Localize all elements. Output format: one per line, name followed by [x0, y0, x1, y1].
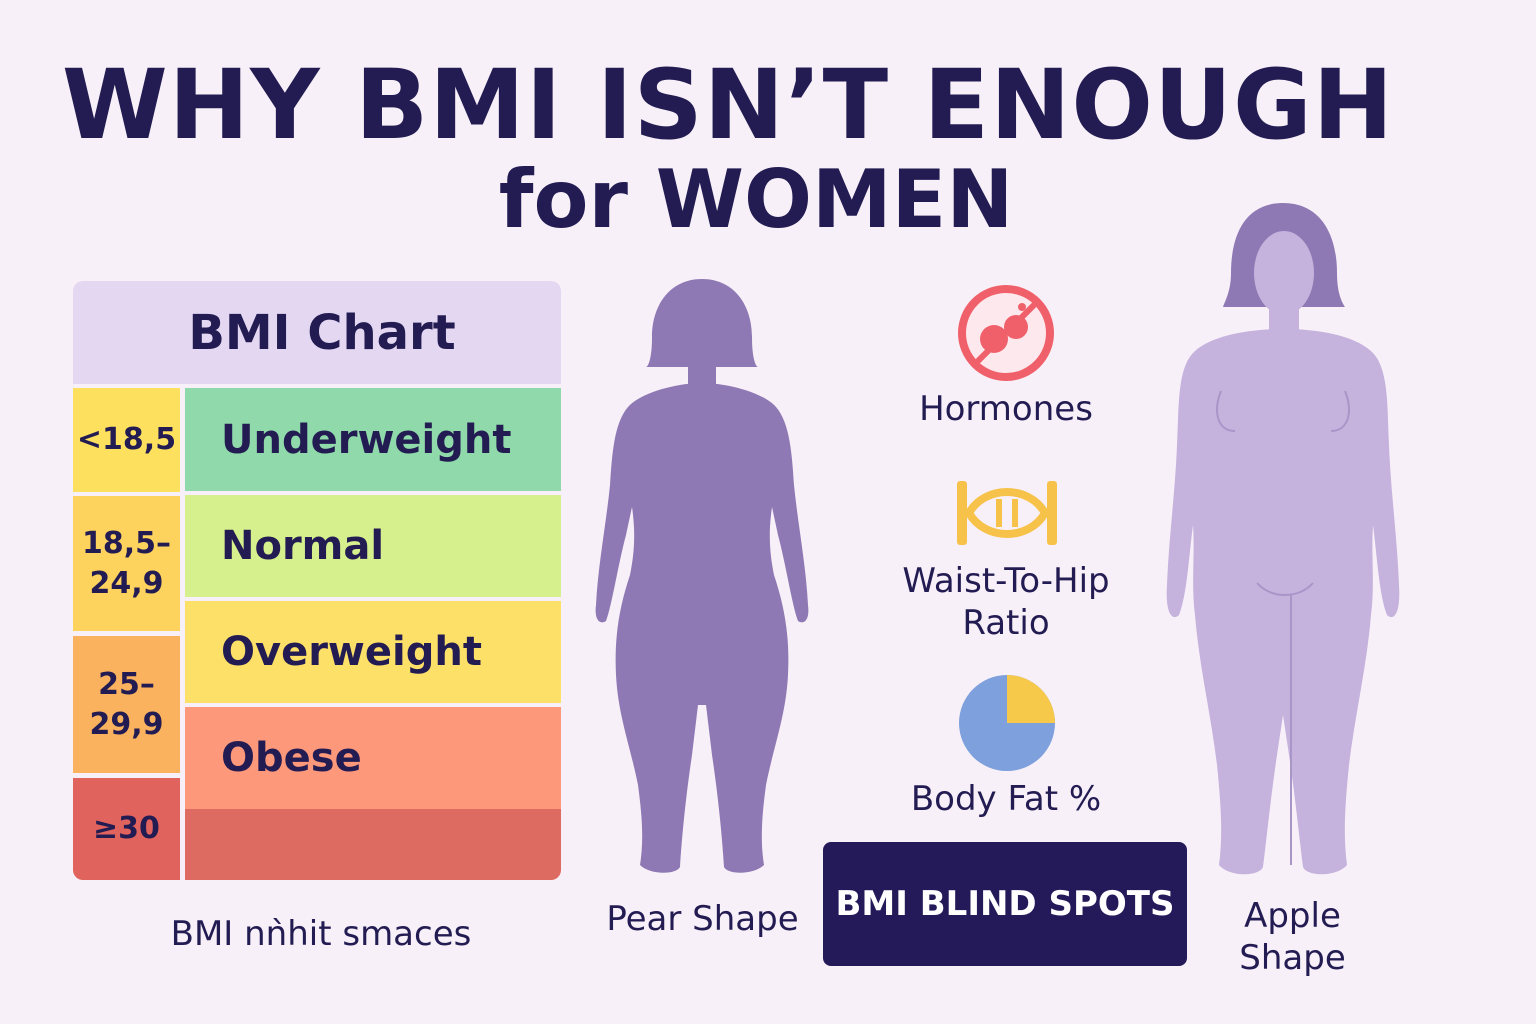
bmi-chart-caption: BMI nǹhit smaces	[170, 914, 472, 954]
bmi-category-underweight: Underweight	[185, 388, 561, 491]
bmi-category-obese: Obese	[185, 707, 561, 809]
bmi-range-underweight: <18,5	[73, 388, 180, 492]
bmi-obese-bar	[185, 809, 561, 880]
bmi-chart: BMI Chart <18,5 Underweight 18,5– 24,9 N…	[73, 281, 561, 880]
bmi-chart-title: BMI Chart	[73, 281, 561, 384]
bmi-category-overweight: Overweight	[185, 601, 561, 703]
no-hormones-icon	[958, 285, 1054, 381]
body-fat-label: Body Fat %	[910, 779, 1102, 819]
page-title: WHY BMI ISN’T ENOUGH	[61, 49, 1395, 161]
bmi-range-normal: 18,5– 24,9	[73, 496, 180, 631]
bmi-range-obese: ≥30	[73, 778, 180, 880]
dna-ratio-icon	[957, 481, 1057, 545]
apple-shape-figure	[1166, 203, 1400, 875]
pear-shape-figure	[595, 279, 809, 873]
apple-shape-label: Apple Shape	[1239, 896, 1346, 978]
bmi-blind-spots-badge: BMI BLIND SPOTS	[823, 842, 1187, 966]
pear-shape-label: Pear Shape	[606, 899, 799, 939]
hormones-label: Hormones	[919, 389, 1093, 429]
page-subtitle: for WOMEN	[498, 153, 1014, 246]
bmi-category-normal: Normal	[185, 495, 561, 597]
pie-chart-icon	[959, 675, 1055, 771]
bmi-range-overweight: 25– 29,9	[73, 636, 180, 773]
waist-to-hip-label: Waist-To-Hip Ratio	[902, 561, 1110, 643]
